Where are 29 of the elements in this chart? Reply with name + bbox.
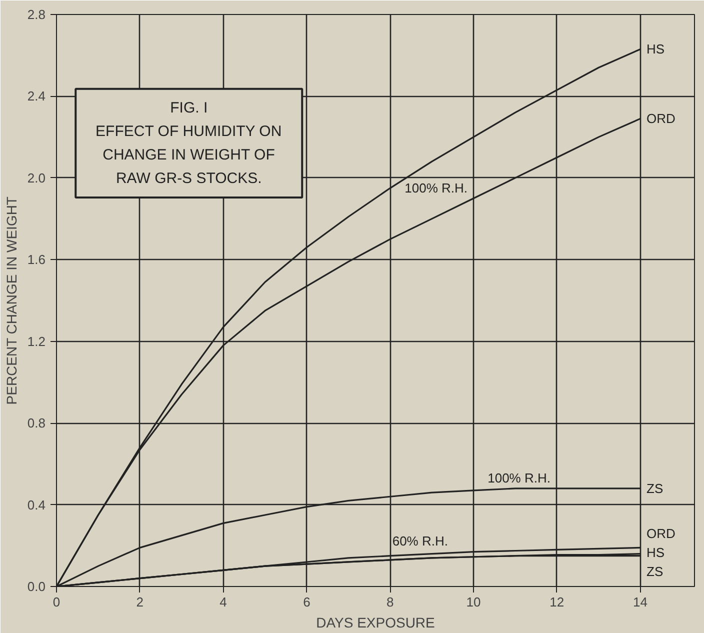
y-tick-label: 1.6 (27, 252, 46, 268)
x-tick-label: 6 (303, 594, 310, 610)
y-tick-label: 0.0 (27, 579, 46, 594)
series-label: HS (646, 544, 665, 560)
series-label: ORD (646, 111, 676, 126)
y-tick-label: 2.4 (27, 88, 46, 104)
y-axis-title: PERCENT CHANGE IN WEIGHT (3, 196, 20, 405)
x-tick-label: 10 (466, 594, 481, 610)
annotation: 100% R.H. (488, 470, 550, 486)
y-tick-label: 2.8 (27, 7, 46, 22)
annotation: 60% R.H. (392, 534, 448, 549)
y-tick-label: 0.8 (27, 416, 46, 431)
y-tick-label: 1.2 (27, 334, 46, 349)
x-tick-label: 14 (633, 594, 648, 610)
x-tick-label: 8 (386, 594, 394, 610)
y-tick-label: 0.4 (27, 497, 46, 512)
x-tick-label: 0 (52, 594, 60, 610)
x-tick-label: 12 (550, 594, 564, 610)
series-label: ZS (646, 480, 664, 496)
series-label: ZS (646, 564, 664, 580)
x-tick-label: 2 (136, 594, 144, 610)
annotation: 100% R.H. (404, 180, 468, 196)
series-label: HS (646, 42, 665, 57)
series-label: ORD (646, 526, 676, 541)
x-axis-title: DAYS EXPOSURE (316, 614, 435, 630)
y-tick-label: 2.0 (27, 170, 46, 186)
x-tick-label: 4 (220, 594, 227, 610)
text: EFFECT OF HUMIDITY ON CHANGE IN WEIGHT OF RAW GR-S STOCKS. (96, 122, 282, 188)
text: FIG. I (170, 99, 208, 116)
